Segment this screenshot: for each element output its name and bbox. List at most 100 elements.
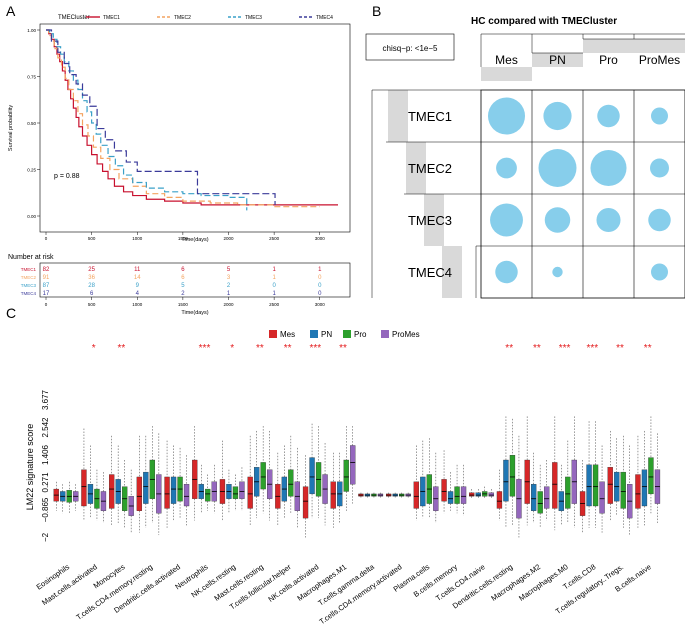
box-iqr	[635, 474, 641, 509]
hc-column-bar	[583, 39, 634, 53]
box-y-tick-label: 1.406	[41, 444, 50, 465]
box-y-tick-label: 3.677	[41, 389, 50, 410]
box-iqr	[503, 459, 509, 502]
hc-bubble	[496, 157, 517, 179]
box-y-tick-label: −0.865	[41, 497, 50, 522]
risk-cell: 0	[318, 275, 322, 281]
km-y-tick-label: 0.50	[27, 121, 36, 126]
hc-row-bar	[388, 90, 408, 142]
hc-bubble	[552, 266, 563, 278]
box-iqr	[531, 484, 537, 511]
box-significance: * ** *** * ** ** *** ** ** ** *** *** ** **	[92, 343, 652, 354]
box-legend-label: ProMes	[392, 330, 420, 339]
km-plot-frame	[39, 23, 351, 233]
km-legend-label: TMEC3	[245, 15, 262, 21]
risk-cell: 4	[136, 291, 140, 297]
box-iqr	[469, 492, 475, 497]
box-legend-swatch	[269, 330, 277, 338]
box-x-labels: EosinophilsMast.cells.activatedMonocytes…	[35, 562, 653, 626]
box-sig-mark: **	[339, 343, 347, 354]
panel-label-a: A	[6, 3, 16, 19]
hc-column-bar	[634, 39, 685, 53]
box-sig-mark: **	[616, 343, 624, 354]
box-iqr	[309, 457, 315, 495]
hc-column-label: PN	[549, 53, 566, 67]
risk-table-xlabel: Time(days)	[181, 310, 208, 316]
box-series	[53, 416, 661, 538]
km-xlabel: Time(days)	[181, 237, 208, 243]
km-legend-label: TMEC4	[316, 15, 333, 21]
km-x-tick-label: 1500	[178, 236, 189, 241]
risk-table-title: Number at risk	[8, 254, 54, 261]
km-y-tick-label: 0.00	[27, 214, 36, 219]
hc-row-dendrogram: TMEC1 TMEC2 TMEC3 TMEC4	[371, 89, 481, 298]
hc-column-label: ProMes	[639, 53, 680, 67]
box-ylabel: LM22 signature score	[25, 424, 35, 511]
hc-bubble	[495, 260, 518, 284]
km-x-tick-label: 1000	[132, 236, 143, 241]
panel-label-b: B	[372, 3, 381, 19]
km-y-tick-label: 0.25	[27, 168, 36, 173]
box-legend-label: Pro	[354, 330, 367, 339]
box-iqr	[537, 491, 543, 514]
risk-x-tick-label: 0	[45, 302, 48, 307]
risk-cell: 0	[318, 283, 322, 289]
hc-column-branches	[480, 33, 685, 67]
km-legend-title: TMECluster	[58, 15, 90, 21]
hc-bubble	[651, 107, 668, 125]
box-legend-label: Mes	[280, 330, 295, 339]
hc-bubble	[650, 158, 669, 178]
km-ylabel: Survival probability	[8, 105, 14, 151]
hc-bubble	[651, 263, 668, 281]
km-y-ticks: 0.00 0.25 0.50 0.75 1.00	[27, 28, 40, 219]
box-y-tick-label: 0.271	[41, 472, 50, 493]
hc-grid	[481, 90, 685, 298]
box-iqr	[288, 469, 294, 497]
hc-bubble	[538, 149, 577, 187]
km-x-tick-label: 2000	[223, 236, 234, 241]
hc-stat-label: chisq−p: <1e−5	[383, 44, 438, 53]
hc-row-label: TMEC1	[408, 109, 452, 124]
box-iqr	[475, 492, 481, 497]
hc-bubble	[597, 104, 620, 128]
box-iqr	[599, 481, 605, 514]
km-x-tick-label: 2500	[269, 236, 280, 241]
risk-x-tick-label: 1500	[178, 302, 189, 307]
risk-row-label: TMEC2	[21, 275, 37, 280]
hc-row-bar	[406, 142, 426, 194]
km-x-ticks: 0 500 1000 1500 2000 2500 3000	[45, 232, 325, 241]
risk-cell: 5	[227, 267, 231, 273]
km-series	[46, 29, 338, 211]
box-iqr	[454, 486, 460, 504]
risk-cell: 1	[272, 267, 276, 273]
box-sig-mark: **	[505, 343, 513, 354]
box-sig-mark: **	[533, 343, 541, 354]
box-sig-mark: ***	[309, 343, 321, 354]
risk-cell: 82	[43, 267, 50, 273]
box-legend: Mes PN Pro ProMes	[269, 330, 420, 339]
risk-cell: 1	[227, 291, 231, 297]
hc-column-bar	[481, 67, 532, 81]
km-pvalue: p = 0.88	[54, 173, 80, 180]
box-sig-mark: **	[644, 343, 652, 354]
box-iqr	[552, 462, 558, 509]
risk-cell: 25	[88, 267, 95, 273]
risk-cell: 6	[181, 275, 185, 281]
km-legend-label: TMEC1	[103, 15, 120, 21]
hc-bubble	[487, 97, 526, 135]
risk-row-label: TMEC4	[21, 291, 37, 296]
km-legend: TMEC1 TMEC2 TMEC3 TMEC4	[86, 15, 333, 21]
risk-table-x-ticks: 0 500 1000 1500 2000 2500 3000	[45, 297, 325, 307]
risk-cell: 6	[181, 267, 185, 273]
box-iqr	[447, 491, 454, 504]
box-iqr	[607, 467, 613, 504]
box-iqr	[143, 471, 149, 504]
risk-cell: 14	[134, 275, 141, 281]
box-sig-mark: **	[118, 343, 126, 354]
box-legend-swatch	[343, 330, 351, 338]
hc-bubble	[648, 208, 671, 232]
risk-cell: 3	[227, 275, 231, 281]
hc-row-bar	[442, 246, 462, 298]
box-iqr	[343, 459, 349, 492]
box-iqr	[136, 476, 143, 511]
